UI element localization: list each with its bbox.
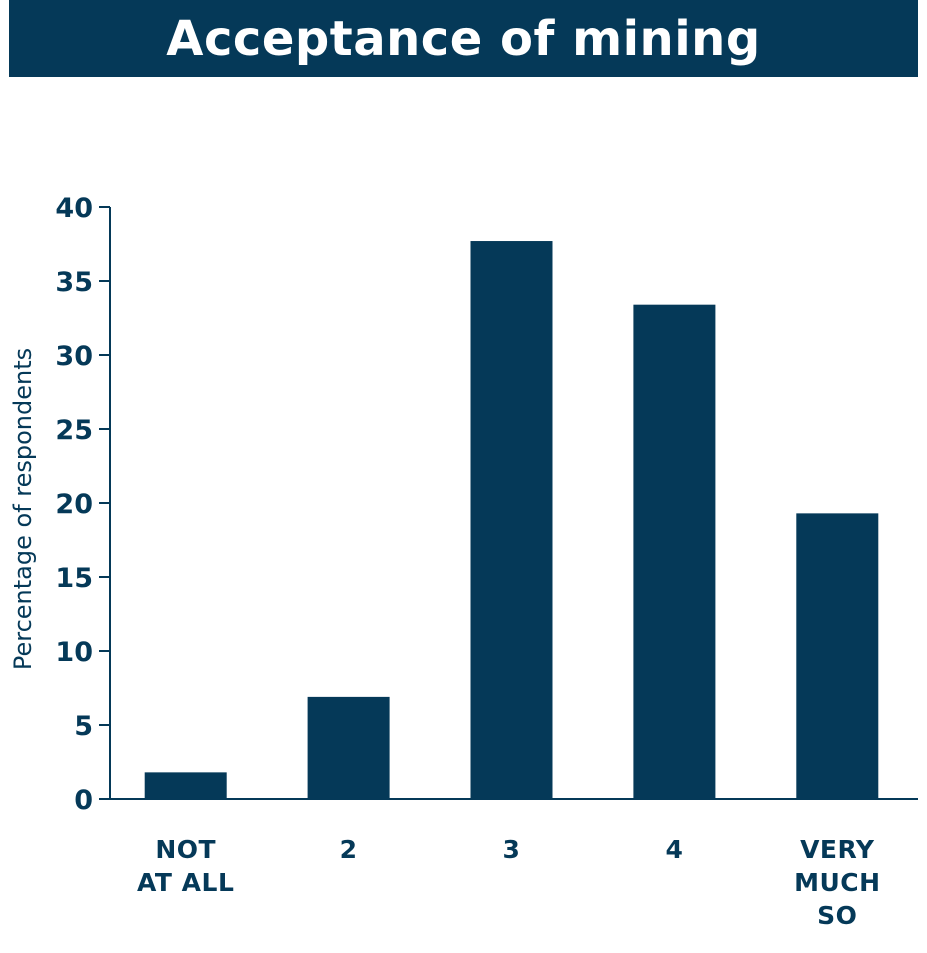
x-tick-label: 2 (340, 835, 358, 864)
x-tick-label: 4 (665, 835, 683, 864)
x-tick-label: 3 (503, 835, 521, 864)
bar (470, 241, 553, 800)
y-tick-label: 5 (74, 711, 93, 742)
y-tick-label: 35 (55, 267, 93, 298)
title-bar: Acceptance of mining (9, 0, 918, 77)
y-tick-label: 15 (55, 563, 93, 594)
bar (144, 772, 227, 799)
bar (796, 513, 879, 799)
y-tick-label: 0 (74, 785, 93, 816)
y-tick-label: 10 (55, 637, 93, 668)
y-tick-label: 30 (55, 341, 93, 372)
x-tick-label: VERY MUCH SO (794, 835, 880, 930)
chart-title: Acceptance of mining (166, 10, 761, 67)
y-tick-label: 40 (55, 193, 93, 224)
y-tick-label: 25 (55, 415, 93, 446)
bar (307, 696, 390, 799)
y-tick-label: 20 (55, 489, 93, 520)
y-axis-label: Percentage of respondents (9, 348, 37, 670)
bar (633, 304, 716, 799)
x-tick-label: NOT AT ALL (137, 835, 234, 897)
